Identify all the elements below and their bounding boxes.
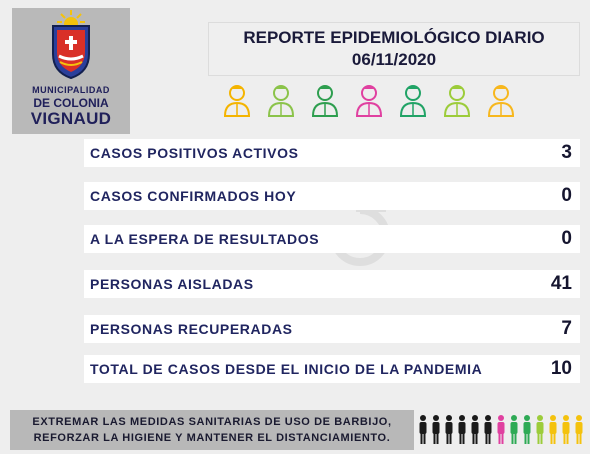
essential-workers-icons <box>223 85 515 117</box>
person-icon <box>575 415 583 444</box>
stat-label: A LA ESPERA DE RESULTADOS <box>90 231 320 247</box>
soldier-icon <box>267 85 295 117</box>
advice-line-2: REFORZAR LA HIGIENE Y MANTENER EL DISTAN… <box>33 432 391 444</box>
stat-row-awaiting-results: A LA ESPERA DE RESULTADOS 0 <box>84 225 580 253</box>
nurse-icon <box>355 85 383 117</box>
municipality-logo: MUNICIPALIDAD DE COLONIA VIGNAUD <box>12 8 130 134</box>
person-icon <box>549 415 557 444</box>
person-icon <box>536 415 544 444</box>
firefighter-icon <box>311 85 339 117</box>
person-icon <box>471 415 479 444</box>
stat-row-active-cases: CASOS POSITIVOS ACTIVOS 3 <box>84 139 580 167</box>
stat-row-isolated: PERSONAS AISLADAS 41 <box>84 270 580 298</box>
doctor-icon <box>399 85 427 117</box>
stat-value: 7 <box>561 318 572 339</box>
stat-label: PERSONAS AISLADAS <box>90 276 254 292</box>
stat-value: 41 <box>550 273 572 294</box>
logo-line-de-colonia: DE COLONIA <box>33 96 109 110</box>
stat-value: 10 <box>550 358 572 379</box>
health-advice-banner: EXTREMAR LAS MEDIDAS SANITARIAS DE USO D… <box>10 410 414 450</box>
person-icon <box>497 415 505 444</box>
stat-label: PERSONAS RECUPERADAS <box>90 321 293 337</box>
person-icon <box>510 415 518 444</box>
stat-label: CASOS POSITIVOS ACTIVOS <box>90 145 299 161</box>
person-icon <box>445 415 453 444</box>
logo-line-municipalidad: MUNICIPALIDAD <box>32 85 110 95</box>
person-icon <box>419 415 427 444</box>
person-icon <box>523 415 531 444</box>
advice-line-1: EXTREMAR LAS MEDIDAS SANITARIAS DE USO D… <box>32 416 392 428</box>
stat-row-total-cases: TOTAL DE CASOS DESDE EL INICIO DE LA PAN… <box>84 355 580 383</box>
people-row-icons <box>419 415 583 444</box>
stat-row-recovered: PERSONAS RECUPERADAS 7 <box>84 315 580 343</box>
report-header: REPORTE EPIDEMIOLÓGICO DIARIO 06/11/2020 <box>208 22 580 76</box>
stat-row-confirmed-today: CASOS CONFIRMADOS HOY 0 <box>84 182 580 210</box>
stat-value: 3 <box>561 142 572 163</box>
person-icon <box>458 415 466 444</box>
report-date: 06/11/2020 <box>351 50 437 69</box>
stat-value: 0 <box>561 228 572 249</box>
person-icon <box>562 415 570 444</box>
worker-icon <box>487 85 515 117</box>
person-icon <box>432 415 440 444</box>
businessman-icon <box>223 85 251 117</box>
stat-label: TOTAL DE CASOS DESDE EL INICIO DE LA PAN… <box>90 361 483 377</box>
shield-icon <box>52 25 90 80</box>
farmer-icon <box>443 85 471 117</box>
logo-line-vignaud: VIGNAUD <box>30 109 112 128</box>
report-title: REPORTE EPIDEMIOLÓGICO DIARIO <box>243 28 545 47</box>
person-icon <box>484 415 492 444</box>
stat-label: CASOS CONFIRMADOS HOY <box>90 188 297 204</box>
stat-value: 0 <box>561 185 572 206</box>
